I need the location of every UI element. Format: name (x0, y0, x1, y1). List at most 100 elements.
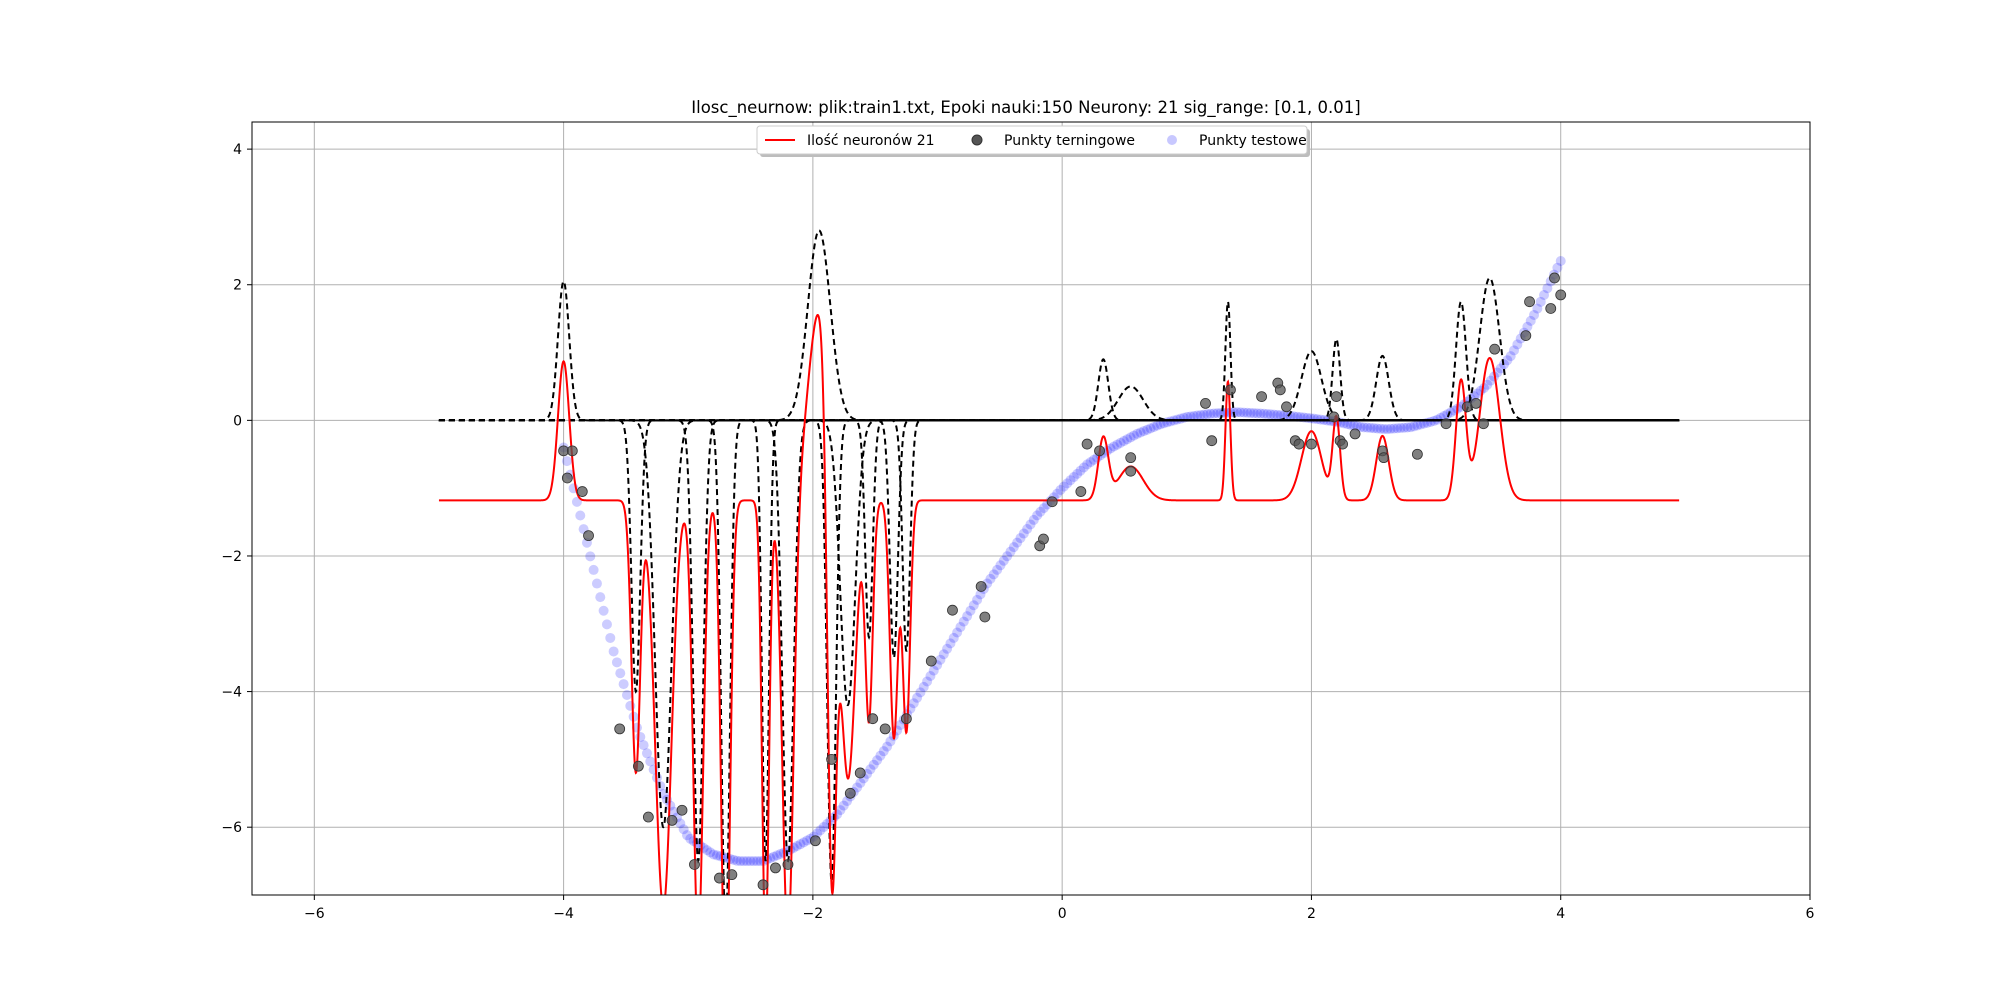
test-point (945, 638, 956, 649)
test-point (1142, 424, 1153, 435)
test-point (668, 806, 679, 817)
test-point (728, 854, 739, 865)
test-point (641, 748, 652, 759)
test-point (1385, 423, 1396, 434)
test-point (1075, 465, 1086, 476)
test-point (1072, 468, 1083, 479)
test-point (985, 573, 996, 584)
test-point (1002, 551, 1013, 562)
test-point (1348, 420, 1359, 431)
test-point (1128, 430, 1139, 441)
training-point (676, 804, 688, 816)
test-point (608, 646, 619, 657)
test-point (1278, 410, 1289, 421)
model-output-line (438, 314, 1680, 895)
test-point (678, 824, 689, 835)
training-point (1225, 384, 1236, 396)
test-point (685, 833, 696, 844)
test-point (995, 560, 1006, 571)
test-point (1082, 459, 1093, 470)
test-point (942, 643, 953, 654)
test-point (1502, 355, 1513, 366)
training-point (975, 581, 987, 592)
training-point (1549, 272, 1560, 284)
test-point (1012, 537, 1023, 548)
training-point (1094, 445, 1105, 457)
training-point (1306, 438, 1317, 450)
test-point (1368, 423, 1379, 434)
test-point (922, 676, 933, 687)
test-point (915, 687, 926, 698)
test-point (1392, 423, 1403, 434)
test-point (1248, 408, 1259, 419)
training-point (583, 530, 594, 542)
test-point (798, 837, 809, 848)
training-point (1328, 411, 1340, 423)
test-point (1052, 488, 1063, 499)
x-tick-label-3: 0 (1058, 906, 1067, 922)
y-tick-label-3: −2 (221, 549, 242, 565)
test-point (1365, 422, 1376, 433)
test-point (571, 496, 582, 507)
test-point (835, 805, 846, 816)
test-point (1372, 423, 1383, 434)
training-point (666, 815, 678, 826)
test-point (1472, 388, 1483, 399)
test-point (1038, 503, 1049, 514)
test-point (958, 616, 969, 627)
test-point (1395, 422, 1406, 433)
test-point (1522, 321, 1533, 332)
test-point (1402, 422, 1413, 433)
test-point (1152, 420, 1163, 431)
test-point (838, 800, 849, 811)
training-point (1555, 289, 1567, 301)
test-point (1208, 408, 1219, 419)
test-point (1272, 409, 1283, 420)
legend-box (756, 125, 1308, 155)
x-tick-label-6: 6 (1806, 906, 1815, 922)
test-point (1165, 416, 1176, 427)
test-point (625, 700, 636, 711)
test-point (972, 594, 983, 605)
test-point (955, 622, 966, 633)
training-point (642, 811, 654, 823)
test-point (1188, 410, 1199, 421)
test-point (1018, 528, 1029, 539)
test-point (1115, 437, 1126, 448)
test-point (1412, 420, 1423, 431)
test-point (935, 654, 946, 665)
test-point (1255, 408, 1266, 419)
test-point (775, 849, 786, 860)
training-point (576, 486, 588, 497)
test-point (1062, 478, 1073, 489)
training-point (726, 869, 738, 881)
test-point (792, 840, 803, 851)
test-point (1135, 427, 1146, 438)
test-point (908, 698, 919, 709)
test-point (1078, 462, 1089, 473)
test-point (1185, 411, 1196, 422)
legend-label-0: Ilość neuronów 21 (807, 133, 935, 149)
test-point (1529, 309, 1540, 320)
training-point (1545, 303, 1557, 314)
test-point (712, 850, 723, 861)
test-point (1022, 524, 1033, 535)
test-point (1202, 409, 1213, 420)
test-point (1539, 290, 1550, 301)
test-point (638, 740, 649, 751)
test-point (965, 605, 976, 616)
test-point (1245, 407, 1256, 418)
test-point (968, 600, 979, 611)
test-point (1485, 375, 1496, 386)
training-point (809, 835, 821, 847)
training-point (867, 713, 879, 725)
test-point (1375, 423, 1386, 434)
legend-marker-swatch (971, 134, 983, 146)
training-point (1330, 391, 1342, 403)
training-point (947, 604, 958, 616)
test-point (1008, 542, 1019, 553)
training-point (826, 753, 837, 765)
test-point (1292, 411, 1303, 422)
test-point (1555, 256, 1566, 267)
